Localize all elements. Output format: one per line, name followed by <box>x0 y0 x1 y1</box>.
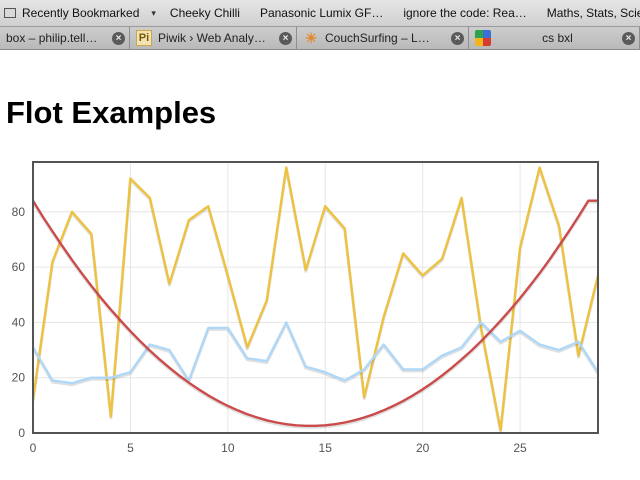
series-yellow-line-shadow <box>31 167 600 434</box>
x-tick-label: 15 <box>319 441 333 455</box>
tab-cs-bxl[interactable]: cs bxl × <box>469 27 640 49</box>
close-icon[interactable]: × <box>622 31 635 45</box>
close-icon[interactable]: × <box>112 31 125 45</box>
x-tick-label: 20 <box>416 441 430 455</box>
piwik-icon: Pi <box>136 30 152 46</box>
bookmark-item-panasonic[interactable]: Panasonic Lumix GF… <box>259 6 384 20</box>
tab-label: cs bxl <box>542 31 573 45</box>
y-tick-label: 0 <box>18 426 25 440</box>
chevron-down-icon[interactable]: ▾ <box>151 7 156 18</box>
bookmarks-bar: Recently Bookmarked ▾ Cheeky Chilli Pana… <box>0 0 640 27</box>
google-icon <box>475 30 491 46</box>
x-tick-label: 25 <box>513 441 527 455</box>
tab-couchsurfing[interactable]: ☀ CouchSurfing – L… × <box>297 27 469 49</box>
bookmark-item-cheeky-chilli[interactable]: Cheeky Chilli <box>169 6 240 20</box>
x-tick-label: 0 <box>30 441 37 455</box>
bookmark-item-ignore-the-code[interactable]: ignore the code: Rea… <box>403 6 527 20</box>
x-tick-label: 10 <box>221 441 235 455</box>
y-tick-label: 20 <box>12 371 26 385</box>
close-icon[interactable]: × <box>279 31 292 45</box>
tab-bar: box – philip.tell… × Pi Piwik › Web Anal… <box>0 27 640 50</box>
bookmark-item-maths-stats[interactable]: Maths, Stats, Science <box>546 6 640 20</box>
series-red-curve <box>31 199 598 427</box>
tab-piwik[interactable]: Pi Piwik › Web Analy… × <box>130 27 297 49</box>
close-icon[interactable]: × <box>451 31 464 45</box>
plot-frame <box>32 161 599 434</box>
tab-label: Piwik › Web Analy… <box>158 31 266 45</box>
y-tick-label: 80 <box>12 205 26 219</box>
bookmark-folder-label: Recently Bookmarked <box>22 6 140 20</box>
flot-chart: 0 5 10 15 20 25 0 20 40 60 80 <box>12 161 600 455</box>
folder-icon <box>4 8 16 18</box>
page-title: Flot Examples <box>6 95 217 130</box>
y-tick-label: 40 <box>12 315 26 329</box>
tab-label: box – philip.tell… <box>6 31 98 45</box>
series-yellow-line <box>31 166 600 432</box>
x-tick-label: 5 <box>127 441 134 455</box>
y-tick-label: 60 <box>12 260 26 274</box>
couchsurfing-icon: ☀ <box>304 29 318 46</box>
tab-label: CouchSurfing – L… <box>325 31 430 45</box>
tab-box[interactable]: box – philip.tell… × <box>0 27 130 49</box>
series-blue-line-shadow <box>31 322 600 387</box>
bookmark-folder-recently-bookmarked[interactable]: Recently Bookmarked <box>0 6 139 20</box>
series-blue-line <box>31 321 600 385</box>
